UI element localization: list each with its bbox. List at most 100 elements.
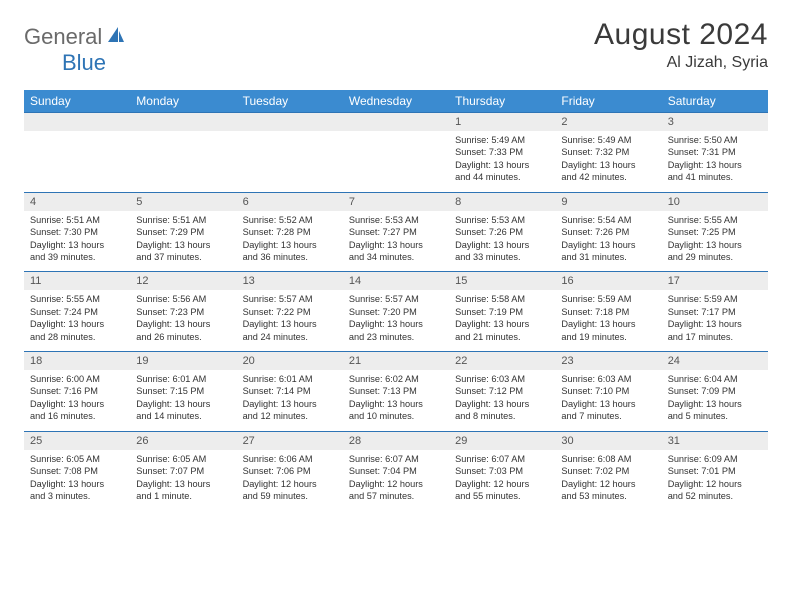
sunset-text: Sunset: 7:16 PM — [30, 385, 124, 397]
day-detail-cell: Sunrise: 6:06 AMSunset: 7:06 PMDaylight:… — [237, 450, 343, 511]
day-number-cell: 11 — [24, 272, 130, 291]
dayhead-sun: Sunday — [24, 90, 130, 113]
daylight-text-2: and 23 minutes. — [349, 331, 443, 343]
sail-icon — [106, 25, 126, 50]
daylight-text-2: and 37 minutes. — [136, 251, 230, 263]
sunrise-text: Sunrise: 5:57 AM — [349, 293, 443, 305]
sunrise-text: Sunrise: 5:49 AM — [561, 134, 655, 146]
sunrise-text: Sunrise: 6:08 AM — [561, 453, 655, 465]
sunset-text: Sunset: 7:04 PM — [349, 465, 443, 477]
day-detail-cell — [237, 131, 343, 192]
day-number-cell — [343, 113, 449, 132]
sunrise-text: Sunrise: 5:59 AM — [668, 293, 762, 305]
daylight-text-2: and 52 minutes. — [668, 490, 762, 502]
sunrise-text: Sunrise: 5:51 AM — [30, 214, 124, 226]
daylight-text-1: Daylight: 13 hours — [561, 239, 655, 251]
daylight-text-1: Daylight: 12 hours — [561, 478, 655, 490]
daylight-text-2: and 34 minutes. — [349, 251, 443, 263]
day-number-cell: 21 — [343, 352, 449, 371]
daylight-text-1: Daylight: 13 hours — [136, 478, 230, 490]
daylight-text-1: Daylight: 13 hours — [455, 239, 549, 251]
day-detail-cell: Sunrise: 5:53 AMSunset: 7:26 PMDaylight:… — [449, 211, 555, 272]
sunrise-text: Sunrise: 6:06 AM — [243, 453, 337, 465]
daylight-text-1: Daylight: 13 hours — [349, 398, 443, 410]
sunset-text: Sunset: 7:10 PM — [561, 385, 655, 397]
sunset-text: Sunset: 7:06 PM — [243, 465, 337, 477]
day-detail-cell: Sunrise: 5:58 AMSunset: 7:19 PMDaylight:… — [449, 290, 555, 351]
day-number-cell: 12 — [130, 272, 236, 291]
sunrise-text: Sunrise: 5:57 AM — [243, 293, 337, 305]
sunrise-text: Sunrise: 6:02 AM — [349, 373, 443, 385]
day-detail-row: Sunrise: 6:05 AMSunset: 7:08 PMDaylight:… — [24, 450, 768, 511]
sunset-text: Sunset: 7:20 PM — [349, 306, 443, 318]
day-number-cell: 18 — [24, 352, 130, 371]
brand-text-1: General — [24, 24, 102, 50]
daylight-text-1: Daylight: 13 hours — [243, 239, 337, 251]
daylight-text-2: and 21 minutes. — [455, 331, 549, 343]
day-detail-cell — [343, 131, 449, 192]
day-detail-cell: Sunrise: 6:08 AMSunset: 7:02 PMDaylight:… — [555, 450, 661, 511]
day-detail-cell: Sunrise: 5:57 AMSunset: 7:22 PMDaylight:… — [237, 290, 343, 351]
daylight-text-1: Daylight: 13 hours — [349, 239, 443, 251]
dayhead-wed: Wednesday — [343, 90, 449, 113]
daylight-text-2: and 24 minutes. — [243, 331, 337, 343]
daylight-text-2: and 16 minutes. — [30, 410, 124, 422]
day-detail-cell: Sunrise: 5:55 AMSunset: 7:25 PMDaylight:… — [662, 211, 768, 272]
day-detail-cell: Sunrise: 6:07 AMSunset: 7:04 PMDaylight:… — [343, 450, 449, 511]
day-number-cell: 24 — [662, 352, 768, 371]
daylight-text-1: Daylight: 13 hours — [668, 398, 762, 410]
day-detail-row: Sunrise: 6:00 AMSunset: 7:16 PMDaylight:… — [24, 370, 768, 431]
sunset-text: Sunset: 7:02 PM — [561, 465, 655, 477]
day-detail-cell: Sunrise: 5:49 AMSunset: 7:32 PMDaylight:… — [555, 131, 661, 192]
daylight-text-1: Daylight: 13 hours — [30, 239, 124, 251]
day-number-cell: 31 — [662, 431, 768, 450]
sunrise-text: Sunrise: 6:07 AM — [349, 453, 443, 465]
daylight-text-2: and 42 minutes. — [561, 171, 655, 183]
day-detail-cell: Sunrise: 6:05 AMSunset: 7:07 PMDaylight:… — [130, 450, 236, 511]
sunrise-text: Sunrise: 6:01 AM — [136, 373, 230, 385]
daylight-text-1: Daylight: 13 hours — [668, 239, 762, 251]
day-number-row: 25262728293031 — [24, 431, 768, 450]
daylight-text-2: and 36 minutes. — [243, 251, 337, 263]
sunrise-text: Sunrise: 5:53 AM — [455, 214, 549, 226]
sunset-text: Sunset: 7:14 PM — [243, 385, 337, 397]
day-number-row: 11121314151617 — [24, 272, 768, 291]
day-detail-cell: Sunrise: 5:53 AMSunset: 7:27 PMDaylight:… — [343, 211, 449, 272]
day-detail-row: Sunrise: 5:55 AMSunset: 7:24 PMDaylight:… — [24, 290, 768, 351]
daylight-text-2: and 8 minutes. — [455, 410, 549, 422]
day-number-cell: 9 — [555, 192, 661, 211]
daylight-text-1: Daylight: 13 hours — [243, 398, 337, 410]
dayhead-thu: Thursday — [449, 90, 555, 113]
calendar-page: General August 2024 Al Jizah, Syria Blue… — [0, 0, 792, 528]
calendar-table: Sunday Monday Tuesday Wednesday Thursday… — [24, 90, 768, 510]
day-number-cell: 13 — [237, 272, 343, 291]
brand-text-2: Blue — [62, 50, 106, 76]
calendar-body: 123Sunrise: 5:49 AMSunset: 7:33 PMDaylig… — [24, 113, 768, 511]
sunset-text: Sunset: 7:13 PM — [349, 385, 443, 397]
sunrise-text: Sunrise: 5:55 AM — [668, 214, 762, 226]
day-number-cell: 20 — [237, 352, 343, 371]
sunset-text: Sunset: 7:07 PM — [136, 465, 230, 477]
sunset-text: Sunset: 7:27 PM — [349, 226, 443, 238]
day-detail-cell — [130, 131, 236, 192]
location-label: Al Jizah, Syria — [594, 54, 768, 72]
day-detail-cell: Sunrise: 5:54 AMSunset: 7:26 PMDaylight:… — [555, 211, 661, 272]
daylight-text-1: Daylight: 12 hours — [455, 478, 549, 490]
day-number-cell: 19 — [130, 352, 236, 371]
sunrise-text: Sunrise: 6:04 AM — [668, 373, 762, 385]
day-detail-row: Sunrise: 5:51 AMSunset: 7:30 PMDaylight:… — [24, 211, 768, 272]
sunrise-text: Sunrise: 5:50 AM — [668, 134, 762, 146]
day-detail-cell: Sunrise: 5:51 AMSunset: 7:29 PMDaylight:… — [130, 211, 236, 272]
daylight-text-2: and 29 minutes. — [668, 251, 762, 263]
day-number-cell: 10 — [662, 192, 768, 211]
daylight-text-1: Daylight: 13 hours — [561, 318, 655, 330]
sunset-text: Sunset: 7:24 PM — [30, 306, 124, 318]
day-detail-cell: Sunrise: 6:09 AMSunset: 7:01 PMDaylight:… — [662, 450, 768, 511]
sunset-text: Sunset: 7:09 PM — [668, 385, 762, 397]
day-number-cell: 3 — [662, 113, 768, 132]
daylight-text-2: and 41 minutes. — [668, 171, 762, 183]
day-number-cell: 17 — [662, 272, 768, 291]
day-number-cell: 7 — [343, 192, 449, 211]
sunset-text: Sunset: 7:23 PM — [136, 306, 230, 318]
dayhead-fri: Friday — [555, 90, 661, 113]
